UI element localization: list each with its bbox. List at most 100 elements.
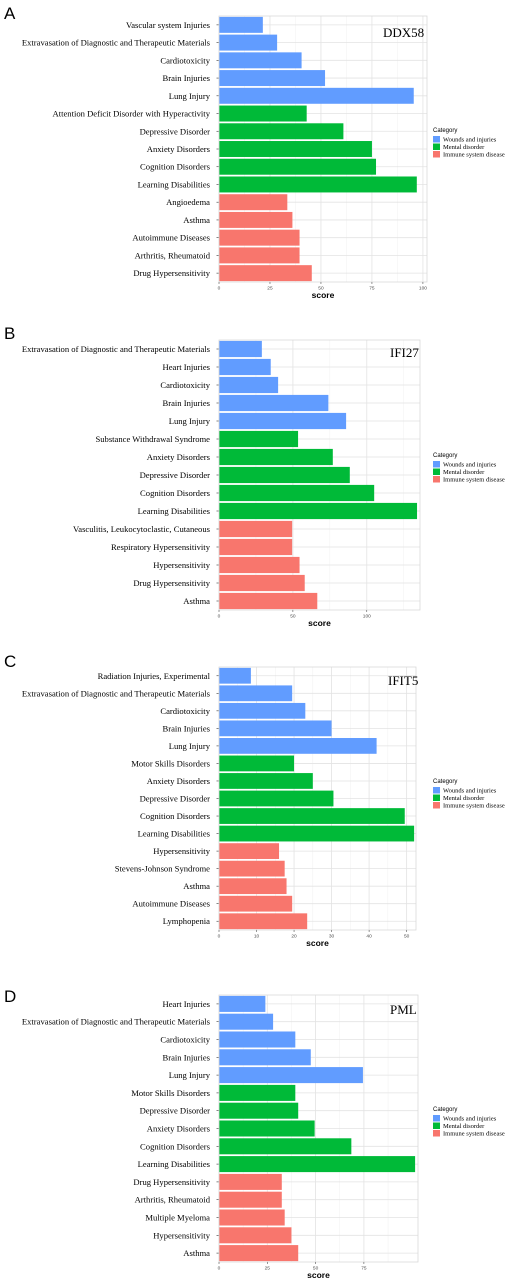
legend-swatch bbox=[433, 787, 440, 794]
category-label: Brain Injuries bbox=[163, 1052, 211, 1062]
legend-title: Category bbox=[433, 1107, 457, 1113]
bar bbox=[219, 1156, 416, 1173]
legend-title: Category bbox=[433, 779, 457, 785]
category-label: Angioedema bbox=[166, 197, 210, 207]
legend-swatch bbox=[433, 143, 440, 150]
category-label: Hypersensitivity bbox=[153, 1230, 211, 1240]
category-label: Respiratory Hypersensitivity bbox=[111, 542, 211, 552]
category-label: Heart Injuries bbox=[163, 999, 211, 1009]
category-label: Depressive Disorder bbox=[140, 470, 211, 480]
x-tick-label: 25 bbox=[265, 1266, 271, 1272]
bar bbox=[219, 1227, 292, 1244]
category-label: Hypersensitivity bbox=[153, 560, 211, 570]
bar bbox=[219, 394, 329, 412]
plot-frame bbox=[218, 15, 428, 283]
legend-swatch bbox=[433, 151, 440, 158]
category-label: Radiation Injuries, Experimental bbox=[98, 671, 211, 681]
bar bbox=[219, 1138, 352, 1155]
bar bbox=[219, 87, 414, 104]
bar bbox=[219, 1120, 315, 1137]
legend-entry: Immune system disease bbox=[443, 476, 505, 483]
bar bbox=[219, 158, 377, 175]
bar bbox=[219, 556, 300, 574]
bar bbox=[219, 1173, 282, 1190]
category-label: Asthma bbox=[183, 881, 210, 891]
category-label: Drug Hypersensitivity bbox=[133, 1177, 210, 1187]
x-tick-label: 50 bbox=[404, 934, 410, 940]
panel-letter: D bbox=[4, 987, 16, 1006]
category-label: Learning Disabilities bbox=[138, 829, 211, 839]
bar bbox=[219, 247, 300, 264]
gene-label: IFIT5 bbox=[388, 673, 418, 688]
category-label: Learning Disabilities bbox=[138, 1159, 211, 1169]
panel-letter: B bbox=[4, 324, 15, 343]
category-label: Asthma bbox=[183, 596, 210, 606]
bar bbox=[219, 229, 300, 246]
x-tick-label: 50 bbox=[318, 286, 324, 292]
category-label: Brain Injuries bbox=[163, 723, 211, 733]
legend-swatch bbox=[433, 461, 440, 468]
x-tick-label: 75 bbox=[369, 286, 375, 292]
category-label: Stevens-Johnson Syndrome bbox=[115, 864, 210, 874]
bar bbox=[219, 773, 313, 789]
bar bbox=[219, 860, 285, 877]
category-label: Extravasation of Diagnostic and Therapeu… bbox=[22, 1017, 211, 1027]
bar bbox=[219, 538, 293, 556]
bar bbox=[219, 70, 326, 87]
x-tick-label: 0 bbox=[218, 934, 221, 940]
category-label: Heart Injuries bbox=[163, 362, 211, 372]
category-label: Anxiety Disorders bbox=[147, 1124, 211, 1134]
category-label: Autoimmune Diseases bbox=[132, 233, 210, 243]
bar bbox=[219, 808, 405, 824]
bar bbox=[219, 1084, 296, 1101]
bar bbox=[219, 1102, 299, 1119]
chart-panel-d: D Heart Injuries Extravasation of Diagnost… bbox=[4, 987, 505, 1280]
x-tick-label: 30 bbox=[329, 934, 335, 940]
bar bbox=[219, 1245, 299, 1262]
category-label: Motor Skills Disorders bbox=[131, 758, 210, 768]
category-label: Lung Injury bbox=[169, 91, 211, 101]
category-label: Extravasation of Diagnostic and Therapeu… bbox=[22, 688, 211, 698]
bar bbox=[219, 1209, 285, 1226]
x-tick-label: 50 bbox=[290, 614, 296, 620]
bar bbox=[219, 211, 293, 228]
bar bbox=[219, 720, 332, 737]
x-tick-label: 75 bbox=[361, 1266, 367, 1272]
bar bbox=[219, 16, 263, 33]
panel-letter: A bbox=[4, 4, 16, 23]
legend-swatch bbox=[433, 136, 440, 143]
category-label: Drug Hypersensitivity bbox=[133, 268, 210, 278]
x-axis-label: score bbox=[308, 618, 331, 628]
legend-entry: Wounds and injuries bbox=[443, 136, 497, 143]
category-label: Extravasation of Diagnostic and Therapeu… bbox=[22, 344, 211, 354]
bar bbox=[219, 448, 333, 466]
x-axis-label: score bbox=[312, 290, 335, 300]
x-tick-label: 0 bbox=[218, 614, 221, 620]
bar bbox=[219, 412, 347, 430]
x-tick-label: 100 bbox=[363, 614, 371, 620]
category-label: Extravasation of Diagnostic and Therapeu… bbox=[22, 38, 211, 48]
bar bbox=[219, 685, 293, 702]
bar bbox=[219, 1191, 282, 1208]
bar bbox=[219, 105, 307, 122]
plot-frame bbox=[218, 666, 417, 931]
chart-panel-a: A Vascular system Injuries Extravasation o… bbox=[4, 4, 505, 300]
category-label: Brain Injuries bbox=[163, 73, 211, 83]
legend-title: Category bbox=[433, 128, 457, 134]
legend-swatch bbox=[433, 476, 440, 483]
category-label: Anxiety Disorders bbox=[147, 452, 211, 462]
x-tick-label: 20 bbox=[291, 934, 297, 940]
chart-panel-b: B Extravasation of Diagnostic and Therape… bbox=[4, 324, 505, 628]
category-label: Cognition Disorders bbox=[140, 811, 211, 821]
category-label: Cardiotoxicity bbox=[160, 55, 210, 65]
category-label: Depressive Disorder bbox=[140, 126, 211, 136]
category-label: Lung Injury bbox=[169, 416, 211, 426]
legend-swatch bbox=[433, 468, 440, 475]
bar bbox=[219, 376, 279, 394]
x-tick-label: 25 bbox=[267, 286, 273, 292]
bar bbox=[219, 574, 305, 592]
x-tick-label: 0 bbox=[218, 1266, 221, 1272]
